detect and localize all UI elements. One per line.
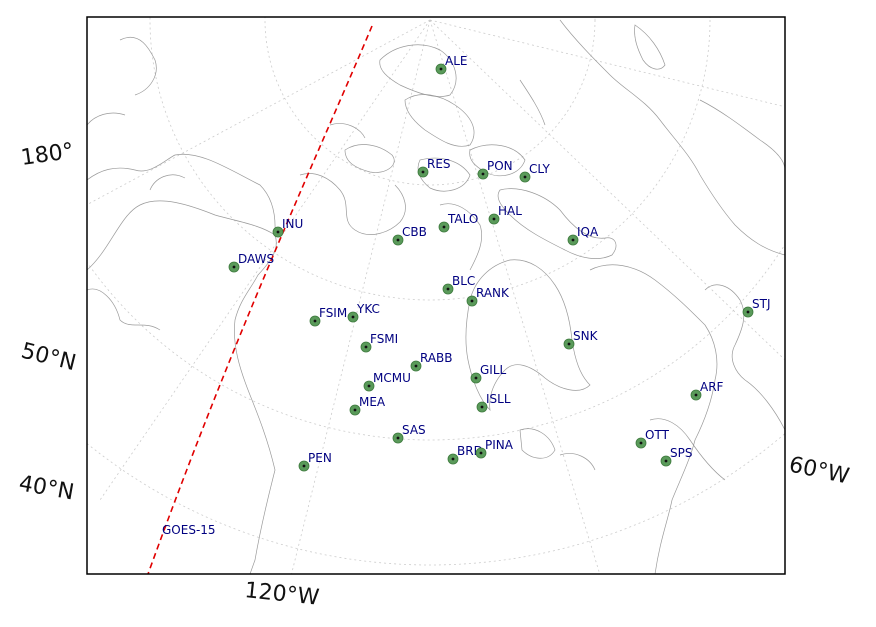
station-fsmi[interactable]: FSMI: [360, 332, 398, 353]
station-label: RES: [427, 157, 451, 171]
station-center-dot: [664, 459, 668, 463]
station-label: MEA: [359, 395, 386, 409]
station-center-dot: [414, 364, 418, 368]
station-center-dot: [313, 319, 317, 323]
station-center-dot: [396, 436, 400, 440]
station-label: CLY: [529, 162, 550, 176]
station-center-dot: [474, 376, 478, 380]
station-label: FSIM: [319, 306, 347, 320]
graticule-label-50n: 50°N: [19, 339, 79, 377]
station-pina[interactable]: PINA: [475, 438, 514, 459]
station-center-dot: [421, 170, 425, 174]
goes-15-track: [147, 25, 373, 575]
station-center-dot: [479, 451, 483, 455]
station-mea[interactable]: MEA: [349, 395, 386, 416]
station-label: ISLL: [486, 392, 511, 406]
station-center-dot: [481, 172, 485, 176]
station-label: TALO: [447, 212, 478, 226]
station-talo[interactable]: TALO: [438, 212, 478, 233]
graticule-label-60w: 60°W: [787, 452, 852, 489]
station-daws[interactable]: DAWS: [228, 252, 274, 273]
station-pon[interactable]: PON: [477, 159, 513, 180]
station-mcmu[interactable]: MCMU: [363, 371, 411, 392]
coastlines: [87, 19, 785, 574]
station-fsim[interactable]: FSIM: [309, 306, 347, 327]
station-snk[interactable]: SNK: [563, 329, 599, 350]
station-label: RABB: [420, 351, 453, 365]
station-gill[interactable]: GILL: [470, 363, 507, 384]
station-center-dot: [276, 230, 280, 234]
station-ykc[interactable]: YKC: [347, 302, 380, 323]
station-cbb[interactable]: CBB: [392, 225, 427, 246]
station-center-dot: [523, 175, 527, 179]
station-label: OTT: [645, 428, 670, 442]
station-center-dot: [367, 384, 371, 388]
satellite-label: GOES-15: [162, 523, 216, 537]
station-center-dot: [451, 457, 455, 461]
station-label: INU: [282, 217, 303, 231]
station-isll[interactable]: ISLL: [476, 392, 511, 413]
station-label: IQA: [577, 225, 599, 239]
station-center-dot: [746, 310, 750, 314]
station-center-dot: [396, 238, 400, 242]
graticule-label-180: 180°: [19, 139, 75, 171]
station-center-dot: [567, 342, 571, 346]
station-sas[interactable]: SAS: [392, 423, 426, 444]
station-pen[interactable]: PEN: [298, 451, 332, 472]
station-label: DAWS: [238, 252, 274, 266]
station-center-dot: [470, 299, 474, 303]
graticule-label-40n: 40°N: [17, 471, 76, 505]
station-center-dot: [694, 393, 698, 397]
station-ale[interactable]: ALE: [435, 54, 467, 75]
station-label: PINA: [485, 438, 514, 452]
station-ott[interactable]: OTT: [635, 428, 670, 449]
station-center-dot: [446, 287, 450, 291]
station-arf[interactable]: ARF: [690, 380, 724, 401]
station-center-dot: [480, 405, 484, 409]
station-stj[interactable]: STJ: [742, 297, 771, 318]
station-label: SPS: [670, 446, 692, 460]
station-blc[interactable]: BLC: [442, 274, 475, 295]
station-res[interactable]: RES: [417, 157, 451, 178]
station-center-dot: [442, 225, 446, 229]
station-label: SAS: [402, 423, 426, 437]
station-label: MCMU: [373, 371, 411, 385]
station-label: PEN: [308, 451, 332, 465]
station-label: ARF: [700, 380, 724, 394]
station-label: RANK: [476, 286, 510, 300]
station-label: SNK: [573, 329, 599, 343]
station-label: CBB: [402, 225, 427, 239]
station-center-dot: [492, 217, 496, 221]
station-label: BLC: [452, 274, 475, 288]
station-inu[interactable]: INU: [272, 217, 303, 238]
station-center-dot: [571, 238, 575, 242]
station-label: FSMI: [370, 332, 398, 346]
station-center-dot: [639, 441, 643, 445]
station-label: PON: [487, 159, 513, 173]
station-label: GILL: [480, 363, 507, 377]
station-center-dot: [302, 464, 306, 468]
station-label: YKC: [356, 302, 380, 316]
station-sps[interactable]: SPS: [660, 446, 692, 467]
station-center-dot: [439, 67, 443, 71]
station-hal[interactable]: HAL: [488, 204, 522, 225]
station-label: ALE: [445, 54, 467, 68]
map-frame: [86, 16, 786, 575]
station-rank[interactable]: RANK: [466, 286, 510, 307]
station-center-dot: [364, 345, 368, 349]
station-label: STJ: [752, 297, 771, 311]
station-label: HAL: [498, 204, 522, 218]
station-center-dot: [351, 315, 355, 319]
station-cly[interactable]: CLY: [519, 162, 550, 183]
station-center-dot: [232, 265, 236, 269]
station-rabb[interactable]: RABB: [410, 351, 453, 372]
station-center-dot: [353, 408, 357, 412]
graticule-label-120w: 120°W: [243, 578, 320, 611]
station-iqa[interactable]: IQA: [567, 225, 599, 246]
